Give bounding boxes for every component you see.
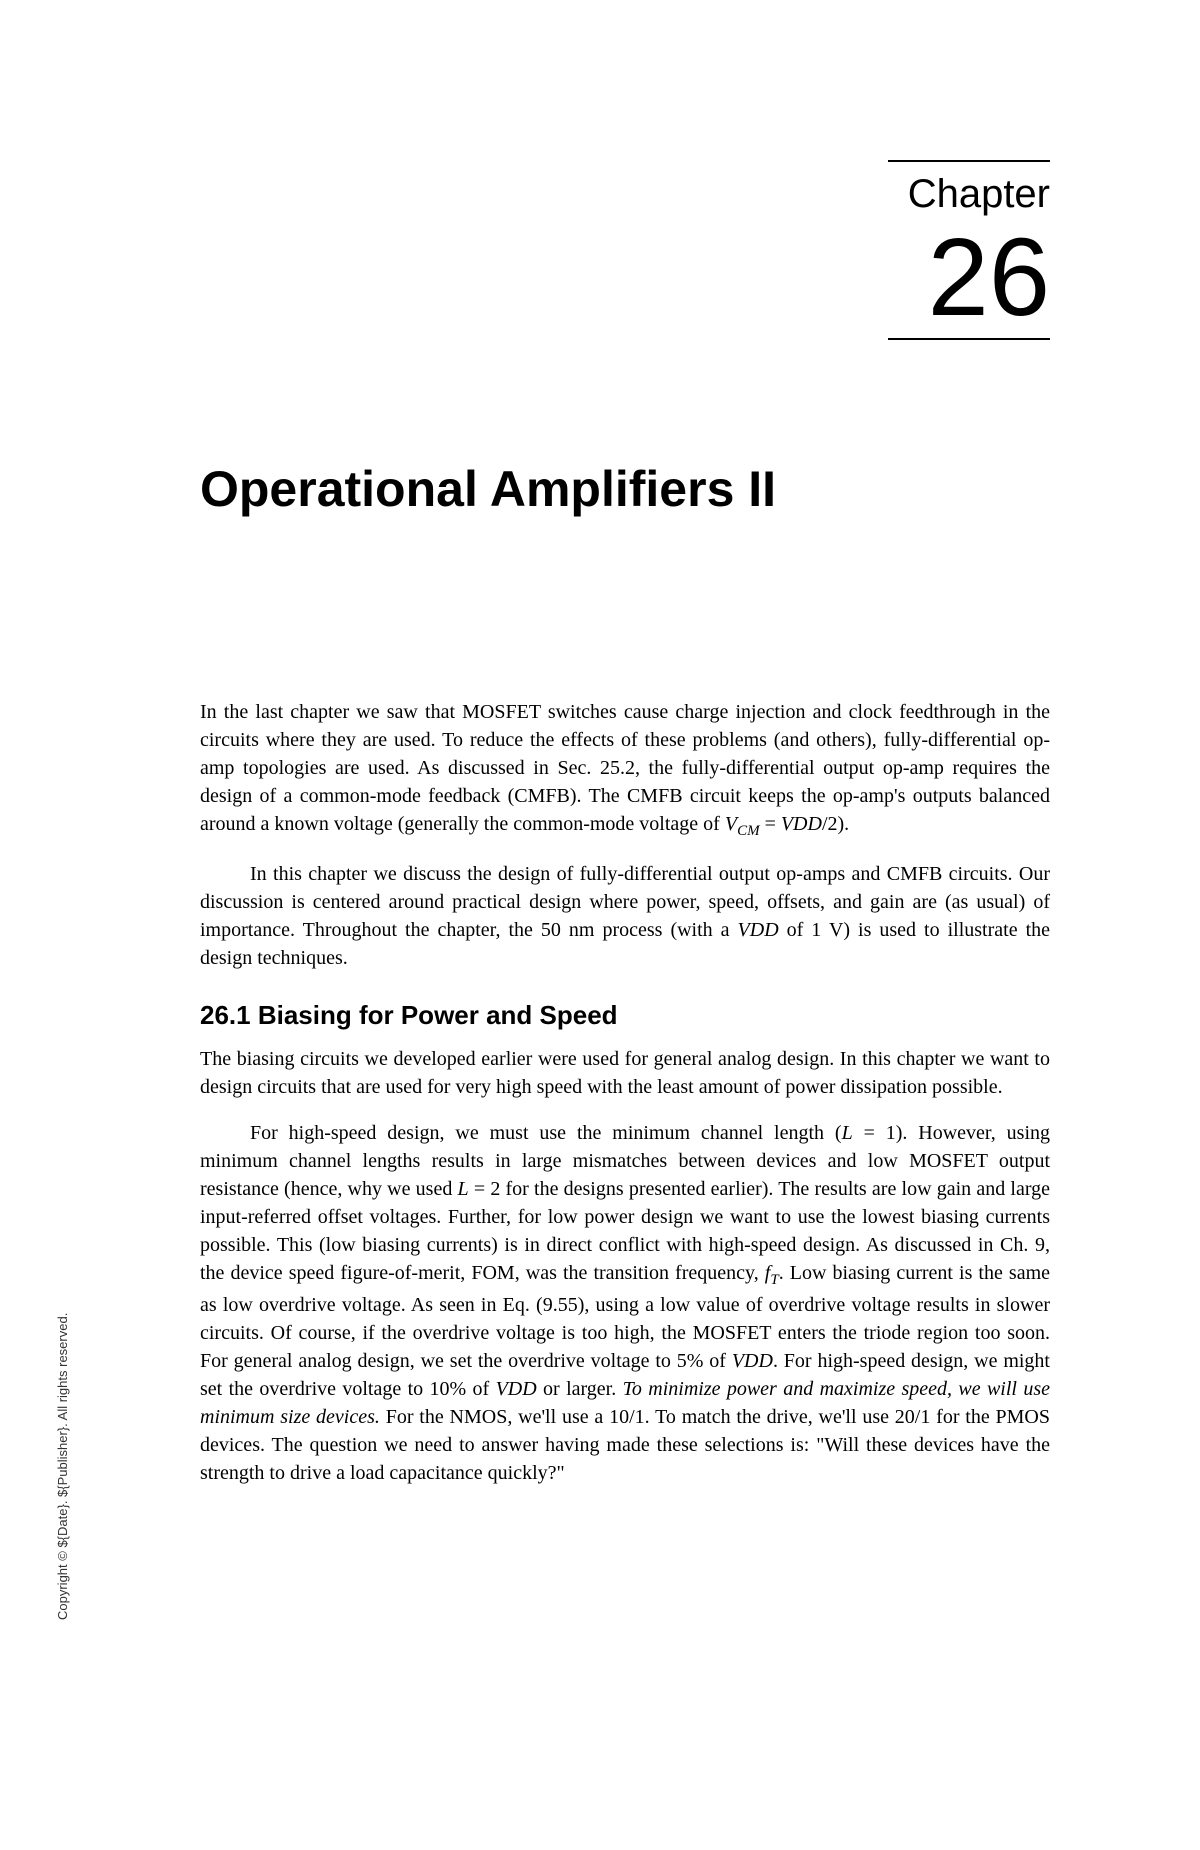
section-heading: 26.1 Biasing for Power and Speed <box>200 1000 1050 1031</box>
intro-paragraph-2: In this chapter we discuss the design of… <box>200 860 1050 972</box>
vdd-symbol-2: VDD <box>738 919 779 941</box>
section-mid4: or larger. <box>537 1378 623 1400</box>
chapter-number: 26 <box>888 217 1050 340</box>
t-subscript: T <box>770 1272 778 1288</box>
intro-text-1: In the last chapter we saw that MOSFET s… <box>200 701 1050 835</box>
section-paragraph-1: The biasing circuits we developed earlie… <box>200 1045 1050 1101</box>
L-symbol-2: L <box>458 1178 469 1200</box>
section-text-start: For high-speed design, we must use the m… <box>250 1122 842 1144</box>
chapter-title: Operational Amplifiers II <box>200 460 1050 518</box>
section-paragraph-2: For high-speed design, we must use the m… <box>200 1119 1050 1487</box>
vcm-symbol: V <box>725 813 737 835</box>
L-symbol-1: L <box>842 1122 853 1144</box>
vdd-symbol-4: VDD <box>496 1378 537 1400</box>
intro-equals: = <box>760 813 781 835</box>
vdd-symbol-1: VDD <box>781 813 822 835</box>
intro-paragraph-1: In the last chapter we saw that MOSFET s… <box>200 698 1050 842</box>
cm-subscript: CM <box>737 823 760 839</box>
intro-end-1: /2). <box>822 813 849 835</box>
chapter-label: Chapter <box>888 160 1050 217</box>
vdd-symbol-3: VDD <box>732 1350 773 1372</box>
copyright-notice: Copyright © ${Date}. ${Publisher}. All r… <box>55 1313 70 1620</box>
chapter-header: Chapter 26 <box>200 160 1050 340</box>
